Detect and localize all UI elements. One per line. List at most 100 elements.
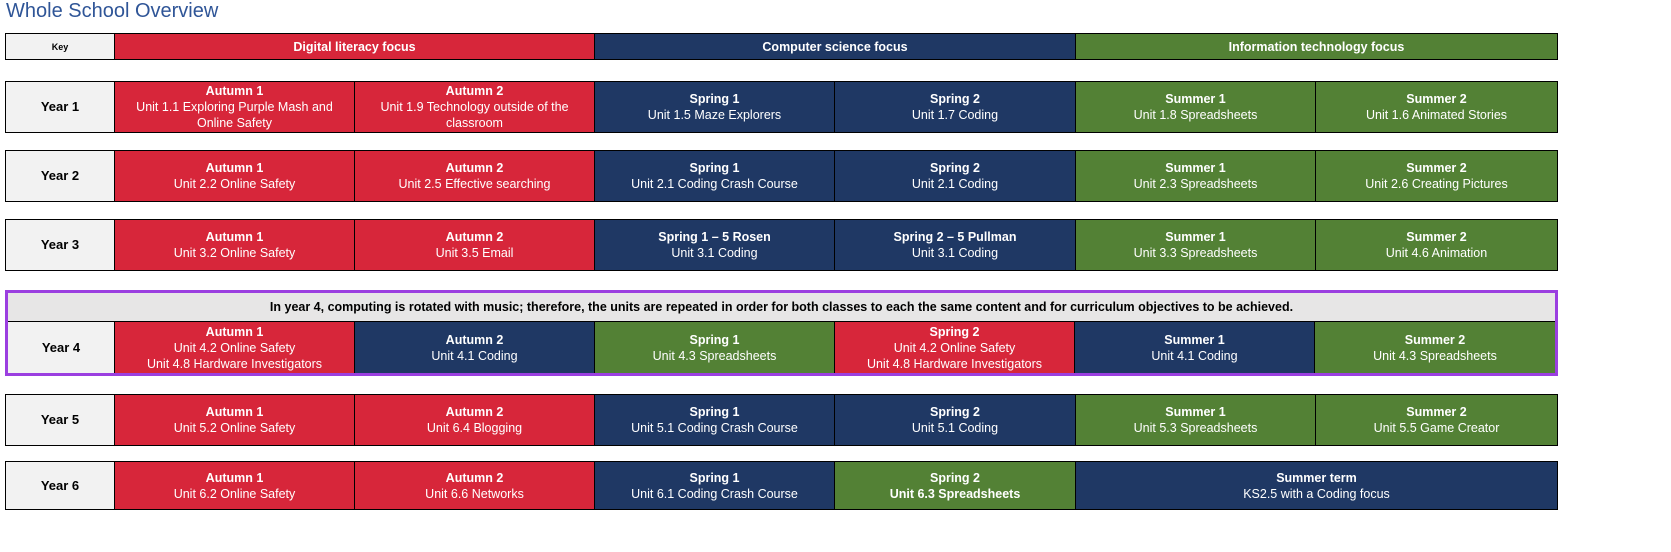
term-label: Spring 2 – 5 Pullman: [893, 230, 1017, 244]
term-label: Summer 1: [1165, 92, 1226, 106]
unit-text: Unit 6.2 Online Safety: [173, 486, 296, 501]
term-label: Summer 2: [1406, 161, 1467, 175]
unit-text: Unit 5.2 Online Safety: [173, 421, 296, 435]
unit-cell: Spring 2 Unit 1.7 Coding: [835, 82, 1076, 132]
unit-text: Unit 1.5 Maze Explorers: [647, 108, 782, 122]
year-row-6: Year 6 Autumn 1 Unit 6.2 Online Safety Au…: [5, 461, 1558, 510]
unit-text: Unit 1.6 Animated Stories: [1365, 108, 1508, 122]
page-title: Whole School Overview: [6, 0, 219, 22]
term-label: Autumn 1: [205, 405, 264, 419]
unit-text: Unit 2.2 Online Safety: [173, 177, 296, 191]
term-label: Spring 1: [689, 161, 740, 175]
unit-text: Unit 6.6 Networks: [425, 486, 524, 501]
term-label: Spring 1: [689, 92, 740, 106]
unit-cell: Summer 1 Unit 5.3 Spreadsheets: [1076, 395, 1316, 445]
unit-text: Unit 2.5 Effective searching: [398, 177, 551, 191]
unit-text: Unit 2.1 Coding Crash Course: [631, 177, 798, 191]
unit-text: Unit 2.6 Creating Pictures: [1365, 177, 1508, 191]
year-row-3: Year 3 Autumn 1 Unit 3.2 Online Safety Au…: [5, 219, 1558, 271]
unit-cell: Autumn 2 Unit 6.4 Blogging: [355, 395, 595, 445]
unit-cell: Summer 2 Unit 5.5 Game Creator: [1316, 395, 1557, 445]
unit-text: Unit 1.7 Coding: [911, 108, 999, 122]
term-label: Spring 2: [929, 324, 980, 339]
unit-text: Unit 6.1 Coding Crash Course: [631, 486, 798, 501]
unit-text: Unit 5.1 Coding: [911, 421, 999, 435]
unit-text: Unit 2.1 Coding: [911, 177, 999, 191]
year-row-4: Year 4 Autumn 1 Unit 4.2 Online Safety Uni…: [8, 322, 1555, 373]
unit-cell: Autumn 2 Unit 4.1 Coding: [355, 322, 595, 373]
term-label: Summer 2: [1406, 92, 1467, 106]
unit-cell: Summer 2 Unit 2.6 Creating Pictures: [1316, 151, 1557, 201]
unit-text: Unit 4.8 Hardware Investigators: [866, 356, 1043, 371]
unit-text: Unit 3.2 Online Safety: [173, 246, 296, 260]
unit-text: KS2.5 with a Coding focus: [1243, 486, 1390, 501]
unit-cell: Summer 2 Unit 1.6 Animated Stories: [1316, 82, 1557, 132]
year-label: Year 3: [6, 220, 115, 270]
year-4-highlight-box: In year 4, computing is rotated with mus…: [5, 290, 1558, 376]
unit-text: Unit 4.1 Coding: [431, 348, 518, 363]
unit-cell: Spring 1 – 5 Rosen Unit 3.1 Coding: [595, 220, 835, 270]
unit-cell: Spring 1 Unit 2.1 Coding Crash Course: [595, 151, 835, 201]
unit-cell: Spring 1 Unit 5.1 Coding Crash Course: [595, 395, 835, 445]
term-label: Spring 1: [689, 332, 740, 347]
term-label: Spring 2: [929, 405, 980, 419]
unit-cell: Autumn 1 Unit 5.2 Online Safety: [115, 395, 355, 445]
term-label: Autumn 2: [445, 230, 504, 244]
unit-text: Unit 5.5 Game Creator: [1373, 421, 1500, 435]
unit-text: Unit 4.3 Spreadsheets: [652, 348, 777, 363]
unit-cell: Autumn 1 Unit 6.2 Online Safety: [115, 462, 355, 509]
unit-cell: Spring 2 – 5 Pullman Unit 3.1 Coding: [835, 220, 1076, 270]
unit-cell: Summer term KS2.5 with a Coding focus: [1076, 462, 1557, 509]
term-label: Autumn 1: [205, 470, 264, 485]
unit-cell: Spring 1 Unit 4.3 Spreadsheets: [595, 322, 835, 373]
unit-cell: Autumn 1 Unit 4.2 Online Safety Unit 4.8 H…: [115, 322, 355, 373]
unit-text: Unit 5.1 Coding Crash Course: [631, 421, 798, 435]
year-label: Year 5: [6, 395, 115, 445]
unit-text: Unit 1.8 Spreadsheets: [1133, 108, 1258, 122]
key-information-technology: Information technology focus: [1076, 34, 1557, 59]
term-label: Summer 1: [1165, 230, 1226, 244]
year-label: Year 1: [6, 82, 115, 132]
unit-cell: Autumn 2 Unit 2.5 Effective searching: [355, 151, 595, 201]
term-label: Spring 1: [689, 470, 740, 485]
year-row-2: Year 2 Autumn 1 Unit 2.2 Online Safety Au…: [5, 150, 1558, 202]
unit-cell: Summer 1 Unit 1.8 Spreadsheets: [1076, 82, 1316, 132]
unit-text: Unit 1.9 Technology outside of the: [380, 100, 569, 114]
unit-text: Unit 4.2 Online Safety: [893, 340, 1016, 355]
term-label: Spring 2: [929, 92, 980, 106]
unit-text: Unit 5.3 Spreadsheets: [1133, 421, 1258, 435]
unit-text: Unit 6.3 Spreadsheets: [889, 486, 1021, 501]
unit-cell: Summer 1 Unit 3.3 Spreadsheets: [1076, 220, 1316, 270]
term-label: Spring 1: [689, 405, 740, 419]
term-label: Summer 1: [1165, 161, 1226, 175]
year-label: Year 2: [6, 151, 115, 201]
unit-cell: Autumn 1 Unit 1.1 Exploring Purple Mash a…: [115, 82, 355, 132]
key-label: Key: [6, 34, 115, 59]
year-4-note: In year 4, computing is rotated with mus…: [8, 293, 1555, 322]
unit-text: classroom: [446, 116, 503, 130]
unit-text: Unit 4.3 Spreadsheets: [1373, 348, 1497, 363]
term-label: Autumn 2: [445, 332, 504, 347]
term-label: Spring 2: [929, 470, 980, 485]
unit-cell: Autumn 1 Unit 2.2 Online Safety: [115, 151, 355, 201]
term-label: Autumn 1: [205, 161, 264, 175]
term-label: Autumn 2: [445, 470, 504, 485]
unit-text: Unit 6.4 Blogging: [426, 421, 523, 435]
unit-cell: Spring 2 Unit 6.3 Spreadsheets: [835, 462, 1076, 509]
unit-text: Unit 4.2 Online Safety: [173, 340, 296, 355]
unit-text: Unit 3.1 Coding: [671, 246, 758, 260]
year-row-1: Year 1 Autumn 1 Unit 1.1 Exploring Purple…: [5, 81, 1558, 133]
unit-cell: Autumn 1 Unit 3.2 Online Safety: [115, 220, 355, 270]
key-computer-science: Computer science focus: [595, 34, 1076, 59]
unit-cell: Autumn 2 Unit 1.9 Technology outside of t…: [355, 82, 595, 132]
unit-cell: Spring 2 Unit 4.2 Online Safety Unit 4.8 H…: [835, 322, 1075, 373]
unit-text: Unit 4.6 Animation: [1385, 246, 1488, 260]
term-label: Summer 2: [1404, 332, 1466, 347]
term-label: Autumn 1: [205, 230, 264, 244]
unit-cell: Summer 2 Unit 4.3 Spreadsheets: [1315, 322, 1555, 373]
key-digital-literacy: Digital literacy focus: [115, 34, 595, 59]
unit-text: Unit 3.3 Spreadsheets: [1133, 246, 1258, 260]
unit-cell: Spring 1 Unit 6.1 Coding Crash Course: [595, 462, 835, 509]
term-label: Autumn 2: [445, 405, 504, 419]
year-label: Year 6: [6, 462, 115, 509]
